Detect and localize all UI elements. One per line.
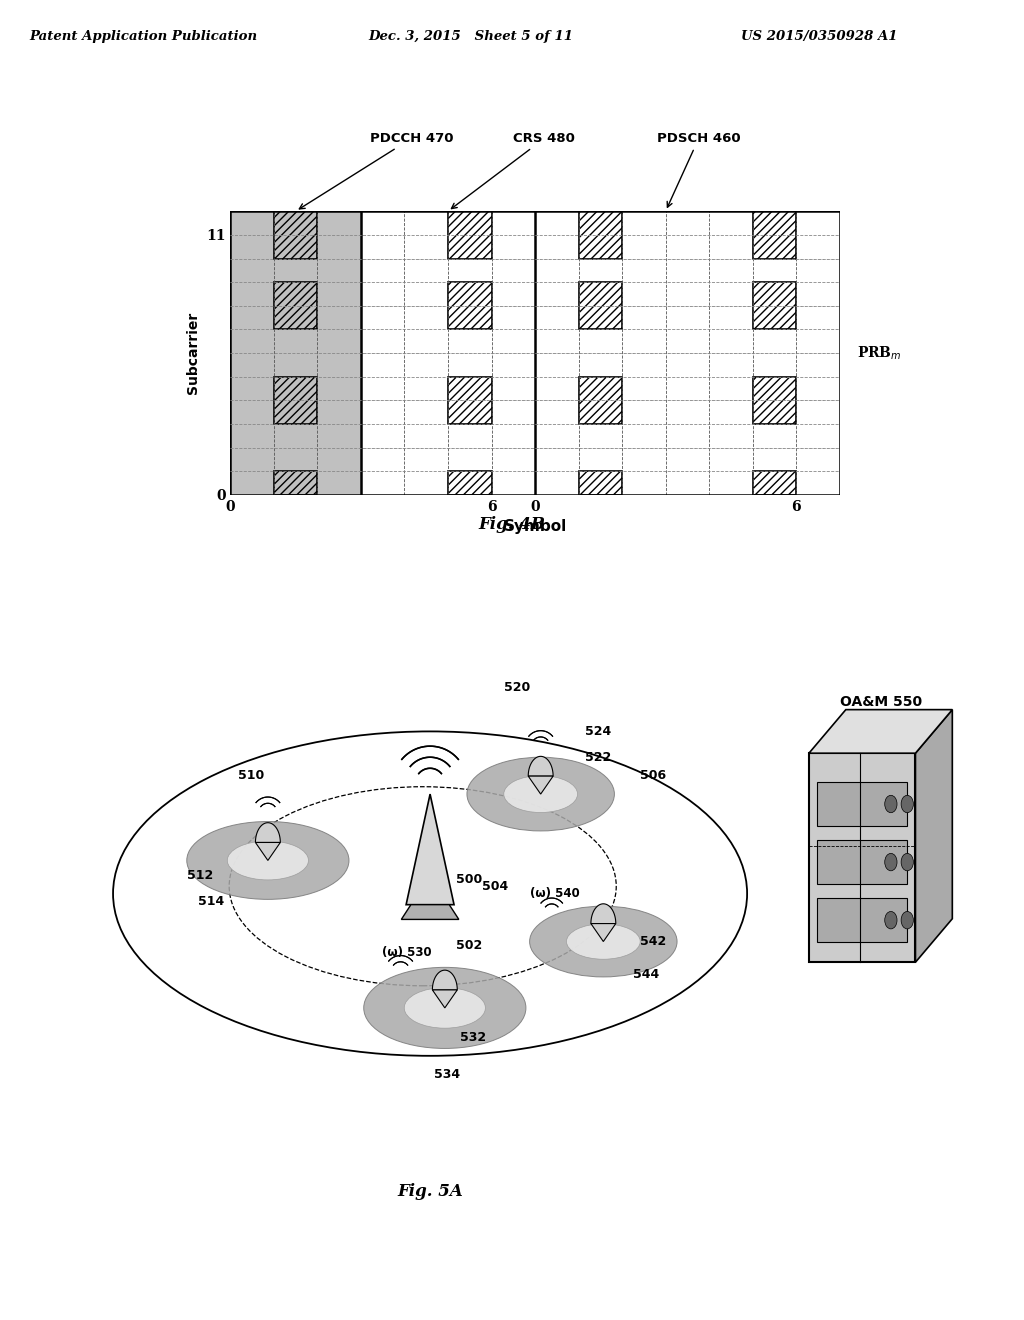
Text: 542: 542 (640, 936, 667, 948)
Text: PRB$_m$: PRB$_m$ (857, 345, 902, 362)
Polygon shape (401, 904, 459, 920)
Bar (753, 376, 797, 424)
Text: OA&M 550: OA&M 550 (840, 696, 922, 709)
Bar (579, 376, 622, 424)
Circle shape (901, 854, 913, 871)
Text: PDCCH 470: PDCCH 470 (299, 132, 454, 209)
Bar (449, 282, 492, 330)
Bar (817, 899, 907, 942)
Text: 502: 502 (456, 939, 482, 952)
Bar (274, 471, 317, 495)
Circle shape (885, 795, 897, 813)
Ellipse shape (504, 776, 578, 813)
Text: Fig. 4B: Fig. 4B (478, 516, 546, 532)
Polygon shape (915, 710, 952, 962)
Circle shape (901, 911, 913, 929)
Bar (809, 754, 915, 962)
Text: 506: 506 (640, 770, 667, 783)
Ellipse shape (404, 987, 485, 1028)
Bar (230, 211, 361, 495)
Bar (817, 783, 907, 826)
Polygon shape (591, 904, 615, 924)
Polygon shape (255, 822, 281, 842)
Text: 512: 512 (186, 869, 213, 882)
Text: (ω) 540: (ω) 540 (529, 887, 580, 900)
Text: 500: 500 (456, 873, 482, 886)
Text: 514: 514 (198, 895, 224, 908)
Text: 520: 520 (504, 681, 530, 694)
Text: 532: 532 (460, 1031, 485, 1044)
Polygon shape (407, 795, 454, 904)
Bar (817, 841, 907, 884)
Text: US 2015/0350928 A1: US 2015/0350928 A1 (741, 30, 897, 42)
X-axis label: Symbol: Symbol (504, 519, 566, 535)
Text: 504: 504 (481, 880, 508, 892)
Text: 534: 534 (434, 1068, 460, 1081)
Polygon shape (432, 990, 458, 1008)
Polygon shape (809, 710, 952, 754)
Text: (ω) 530: (ω) 530 (382, 946, 432, 960)
Text: 524: 524 (585, 725, 611, 738)
Ellipse shape (529, 906, 677, 977)
Ellipse shape (364, 968, 526, 1048)
Text: PDSCH 460: PDSCH 460 (657, 132, 740, 207)
Text: Dec. 3, 2015   Sheet 5 of 11: Dec. 3, 2015 Sheet 5 of 11 (369, 30, 573, 42)
Ellipse shape (186, 821, 349, 899)
Polygon shape (255, 842, 281, 861)
Bar (753, 211, 797, 259)
Bar (449, 211, 492, 259)
Bar (753, 282, 797, 330)
Text: CRS 480: CRS 480 (452, 132, 575, 209)
Bar (274, 211, 317, 259)
Ellipse shape (467, 758, 614, 832)
Text: Patent Application Publication: Patent Application Publication (30, 30, 257, 42)
Circle shape (901, 795, 913, 813)
Ellipse shape (227, 841, 308, 880)
Bar (449, 376, 492, 424)
Text: Fig. 5A: Fig. 5A (397, 1184, 463, 1200)
Ellipse shape (566, 924, 640, 960)
Bar (579, 471, 622, 495)
Polygon shape (528, 776, 553, 795)
Y-axis label: Subcarrier: Subcarrier (186, 312, 201, 395)
Bar (449, 471, 492, 495)
Text: 522: 522 (585, 751, 611, 764)
Circle shape (885, 911, 897, 929)
Polygon shape (432, 970, 458, 990)
Bar (753, 471, 797, 495)
Text: 544: 544 (633, 969, 659, 981)
Bar (579, 211, 622, 259)
Polygon shape (591, 924, 615, 941)
Polygon shape (528, 756, 553, 776)
Circle shape (885, 854, 897, 871)
Bar (274, 376, 317, 424)
Text: 510: 510 (239, 770, 264, 783)
Bar (274, 282, 317, 330)
Bar (579, 282, 622, 330)
